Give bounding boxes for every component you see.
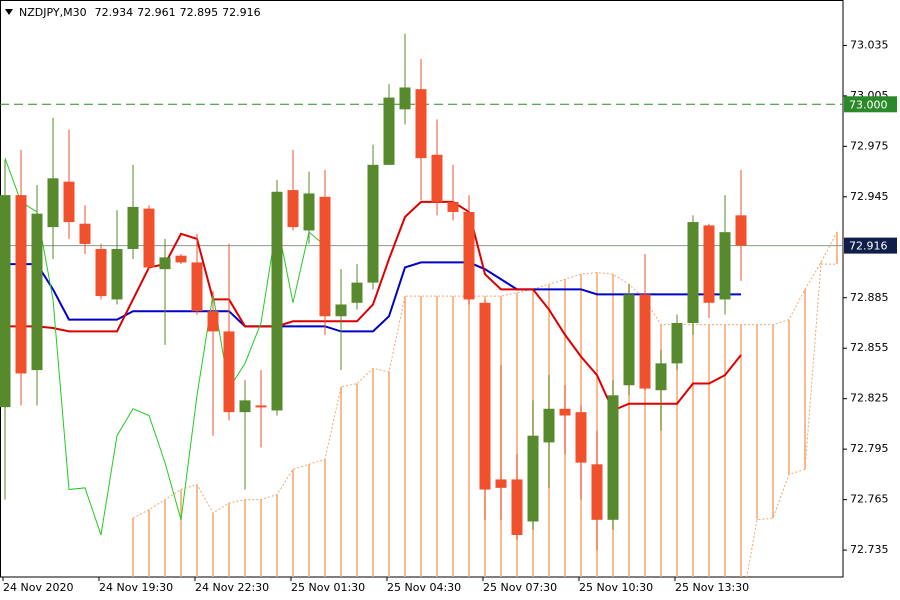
- x-tick-label: 25 Nov 13:30: [675, 581, 749, 594]
- price-tag: [844, 96, 897, 113]
- candle-body: [687, 222, 699, 323]
- candle-body: [127, 206, 139, 249]
- candle-body: [607, 395, 619, 520]
- candle-body: [175, 255, 187, 263]
- candle-body: [671, 322, 683, 364]
- candle-body: [495, 479, 507, 488]
- candle-body: [47, 178, 59, 228]
- candle-body: [463, 211, 475, 300]
- x-tick-label: 25 Nov 10:30: [579, 581, 653, 594]
- y-tick-label: 72.945: [850, 190, 889, 203]
- candle-body: [703, 225, 715, 303]
- x-tick-label: 25 Nov 07:30: [483, 581, 557, 594]
- candle-body: [63, 181, 75, 223]
- candle-body: [79, 223, 91, 244]
- y-tick-label: 72.795: [850, 442, 889, 455]
- price-tag: [844, 237, 897, 254]
- candle-body: [191, 262, 203, 312]
- candle-body: [639, 294, 651, 389]
- candle-body: [511, 479, 523, 535]
- x-tick-label: 24 Nov 22:30: [195, 581, 269, 594]
- candle-body: [479, 302, 491, 490]
- candle-body: [255, 405, 267, 408]
- candle-body: [143, 208, 155, 268]
- menu-triangle[interactable]: [5, 9, 13, 15]
- candle-body: [319, 196, 331, 317]
- candle-body: [367, 164, 379, 283]
- candle-body: [399, 87, 411, 110]
- x-tick-label: 25 Nov 01:30: [291, 581, 365, 594]
- candle-body: [735, 215, 747, 246]
- chart-title: NZDJPY,M30 72.934 72.961 72.895 72.916: [19, 6, 261, 19]
- candle-body: [415, 89, 427, 159]
- candle-body: [447, 201, 459, 212]
- candle-body: [15, 195, 27, 374]
- y-tick-label: 72.735: [850, 543, 889, 556]
- y-tick-label: 72.975: [850, 139, 889, 152]
- candle-body: [95, 248, 107, 297]
- candle-body: [351, 282, 363, 303]
- y-tick-label: 72.765: [850, 493, 889, 506]
- x-tick-label: 24 Nov 2020: [3, 581, 73, 594]
- plot-layer: [0, 33, 843, 577]
- y-tick-label: 72.825: [850, 392, 889, 405]
- candle-body: [287, 190, 299, 228]
- x-tick-label: 25 Nov 04:30: [387, 581, 461, 594]
- y-tick-label: 73.035: [850, 38, 889, 51]
- candle-body: [655, 363, 667, 391]
- y-tick-label: 72.885: [850, 291, 889, 304]
- x-tick-label: 24 Nov 19:30: [99, 581, 173, 594]
- candle-body: [239, 400, 251, 413]
- price-tag-label: 73.000: [849, 98, 888, 111]
- candle-body: [559, 408, 571, 416]
- candle-body: [383, 97, 395, 165]
- candle-body: [111, 248, 123, 300]
- candle-body: [31, 213, 43, 371]
- candle-body: [271, 191, 283, 411]
- candle-body: [591, 464, 603, 520]
- candle-body: [0, 195, 11, 408]
- candle-body: [303, 193, 315, 231]
- candle-body: [543, 408, 555, 443]
- indicator-line: [5, 261, 741, 333]
- candle-body: [335, 304, 347, 317]
- price-tag-label: 72.916: [849, 240, 888, 253]
- axes-layer: 73.03573.00572.97572.94572.88572.85572.8…: [2, 38, 897, 594]
- candle-body: [431, 154, 443, 202]
- candle-body: [159, 257, 171, 270]
- candle-body: [623, 294, 635, 386]
- candle-body: [719, 232, 731, 300]
- candle-body: [575, 412, 587, 463]
- y-tick-label: 72.855: [850, 341, 889, 354]
- candle-body: [527, 435, 539, 522]
- candle-body: [207, 311, 219, 332]
- candle-body: [223, 331, 235, 413]
